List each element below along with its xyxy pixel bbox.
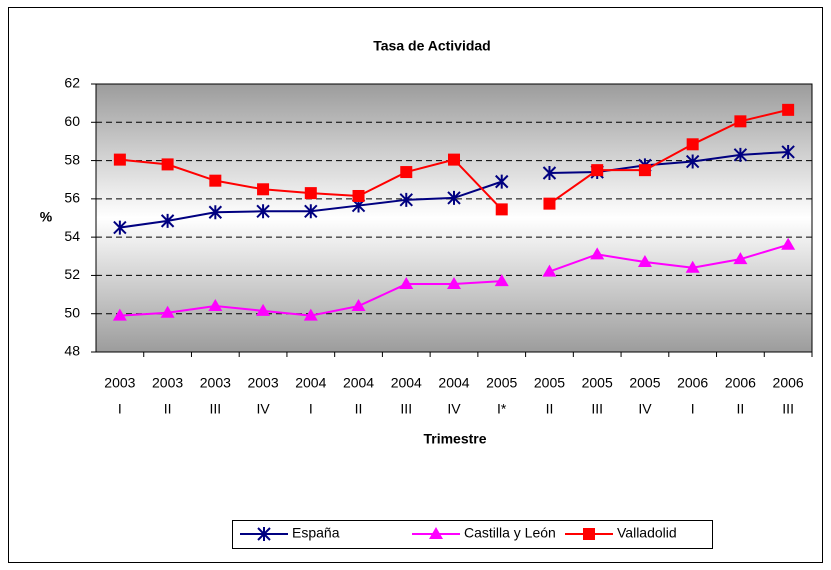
x-axis-label: Trimestre [423,431,486,447]
x-tick-label: 2006 [725,375,756,391]
marker [209,174,222,187]
x-tick-label: 2004 [295,375,326,391]
marker [733,252,748,265]
x-tick-label: I* [497,401,507,417]
marker [686,138,699,151]
x-tick-label: 2003 [104,375,135,391]
marker [256,204,270,219]
marker [352,189,365,202]
x-tick-label: 2004 [391,375,422,391]
marker [448,153,460,166]
x-tick-label: II [546,401,554,417]
marker [543,197,556,210]
marker [256,303,271,316]
x-tick-label: III [591,401,603,417]
marker [304,187,317,200]
legend: España Castilla y León Valladolid [232,520,713,549]
series-line [549,150,789,175]
legend-box [232,520,713,549]
chart-title: Tasa de Actividad [373,38,490,54]
marker [542,166,557,181]
legend-label: Castilla y León [464,525,556,541]
marker [782,103,795,116]
x-tick-label: 2004 [438,375,469,391]
x-tick-label: 2006 [677,375,708,391]
y-tick-label: 52 [64,266,80,282]
x-tick-label: II [355,401,363,417]
marker [304,204,318,219]
marker [447,277,461,290]
marker [685,260,700,273]
marker [734,115,747,128]
marker [399,277,414,290]
marker [113,220,127,235]
marker [685,154,700,169]
marker [208,205,223,220]
legend-marker [583,528,595,540]
marker [542,264,557,277]
x-tick-label: 2006 [773,375,804,391]
x-tick-label: III [782,401,794,417]
marker [160,213,175,228]
series-line [548,108,789,205]
marker [638,164,651,177]
marker [495,174,509,189]
marker [161,158,174,171]
series-line [549,243,789,273]
marker [494,274,509,287]
x-tick-label: II [737,401,745,417]
x-tick-label: 2003 [247,375,278,391]
x-tick-label: 2005 [582,375,613,391]
y-tick-label: 54 [64,228,80,244]
y-tick-label: 56 [64,190,80,206]
x-tick-label: 2005 [629,375,660,391]
marker [400,166,413,179]
plot-border [95,83,813,353]
x-tick-label: 2003 [200,375,231,391]
y-tick-label: 60 [64,113,80,129]
x-tick-label: IV [256,401,270,417]
marker [637,255,652,268]
x-tick-label: III [209,401,221,417]
x-tick-label: I [691,401,695,417]
y-tick-label: 48 [64,343,80,359]
x-tick-label: I [309,401,313,417]
x-tick-label: IV [638,401,652,417]
legend-marker [429,527,443,539]
y-tick-label: 58 [64,151,80,167]
marker [447,190,461,205]
marker [208,299,223,312]
legend-marker [257,527,271,541]
x-tick-label: III [400,401,412,417]
x-tick-label: II [164,401,172,417]
marker [495,203,508,216]
marker [781,237,796,250]
marker [591,164,604,177]
x-tick-label: IV [447,401,461,417]
marker [257,183,270,196]
marker [399,192,413,207]
y-tick-label: 62 [64,75,80,91]
plot-area [96,84,812,352]
marker [733,147,748,162]
marker [112,308,127,321]
legend-label: España [292,525,340,541]
y-tick-label: 50 [64,304,80,320]
marker [303,308,318,321]
x-tick-label: 2004 [343,375,374,391]
x-tick-label: I [118,401,122,417]
marker [113,153,126,166]
x-tick-label: 2003 [152,375,183,391]
x-tick-label: 2005 [534,375,565,391]
x-tick-label: 2005 [486,375,517,391]
marker [351,299,366,312]
y-axis-label: % [40,209,53,225]
marker [781,144,795,159]
marker [590,247,605,260]
marker [160,305,175,318]
legend-label: Valladolid [617,525,677,541]
